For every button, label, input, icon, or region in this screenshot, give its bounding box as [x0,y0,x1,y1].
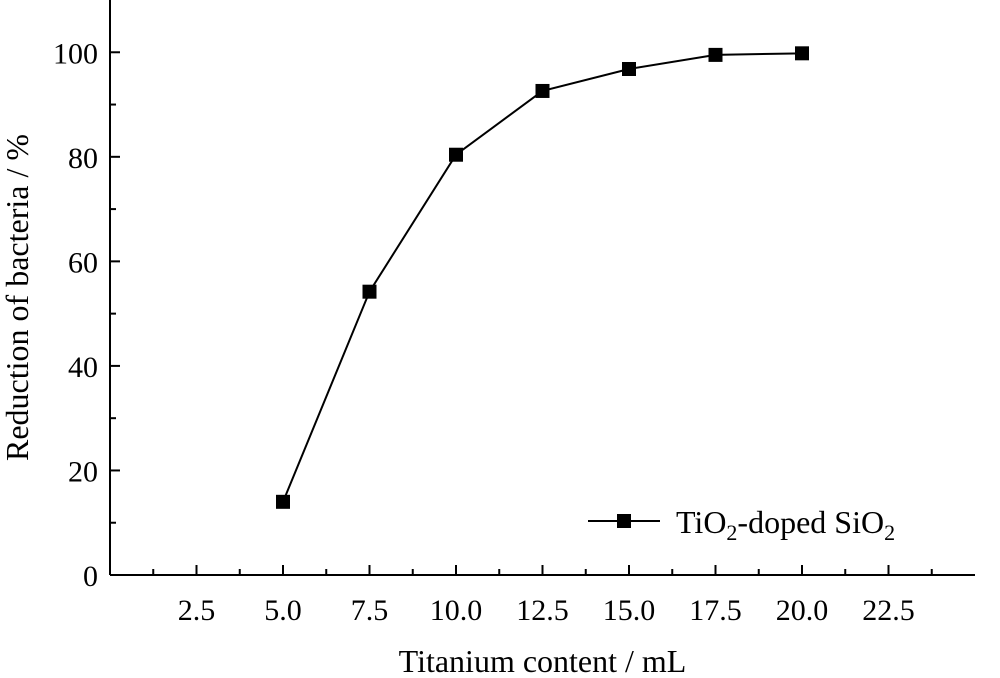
x-tick-label: 20.0 [776,594,829,627]
x-tick-label: 22.5 [862,594,915,627]
x-tick-label: 2.5 [178,594,216,627]
y-tick-label: 80 [68,142,98,175]
data-point [362,284,377,299]
data-point [708,47,723,62]
x-axis-ticks: 2.5 5.0 7.5 10.0 12.5 15.0 17.5 20.0 22.5 [152,565,933,627]
series-line [282,52,803,503]
data-point [795,46,809,61]
x-tick-label: 10.0 [430,594,483,627]
data-point [449,147,463,162]
x-tick-label: 17.5 [689,594,742,627]
x-tick-label: 7.5 [351,594,389,627]
x-axis-title: Titanium content / mL [399,643,687,678]
y-tick-label: 0 [83,560,98,593]
legend-label: TiO2-doped SiO2 [676,504,895,545]
data-point [535,83,550,98]
y-axis-ticks: 0 20 40 60 80 100 [53,37,120,593]
y-tick-label: 20 [68,455,98,488]
data-point [276,494,290,509]
y-tick-label: 60 [68,246,98,279]
legend: TiO2-doped SiO2 [588,504,895,545]
data-point [622,62,636,76]
legend-marker [617,514,631,528]
x-tick-label: 5.0 [264,594,302,627]
y-tick-label: 100 [53,37,98,70]
series-layer [276,46,809,509]
y-tick-label: 40 [68,351,98,384]
y-axis-title: Reduction of bacteria / % [0,134,35,461]
x-tick-label: 12.5 [516,594,569,627]
x-tick-label: 15.0 [603,594,656,627]
